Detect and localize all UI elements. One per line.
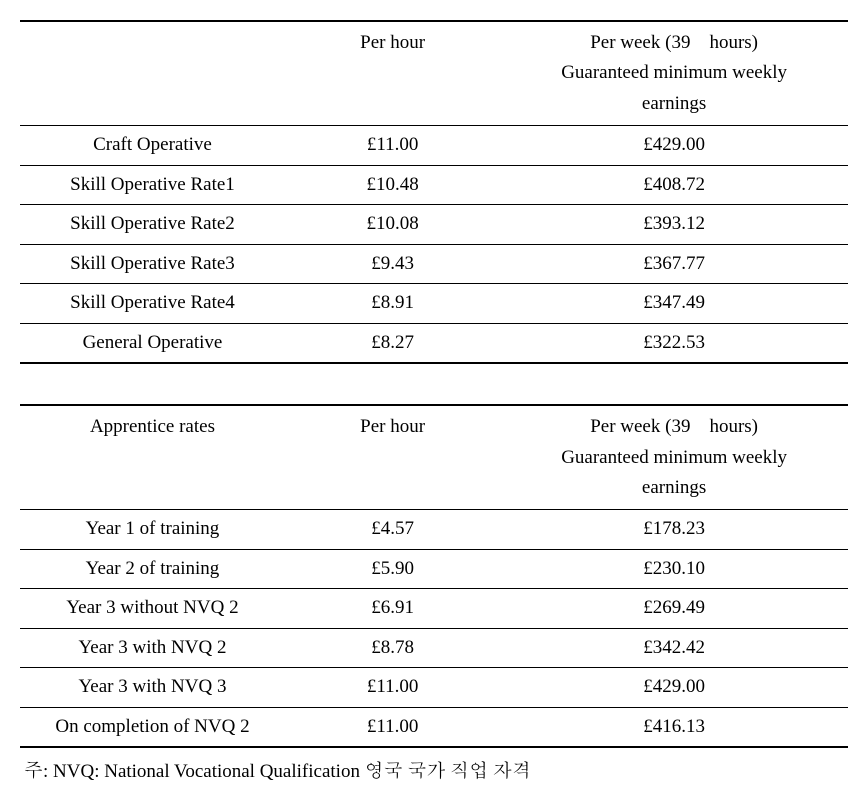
table2-body: Year 1 of training£4.57£178.23Year 2 of … [20, 510, 848, 748]
apprentice-rates-table: Apprentice rates Per hour Per week (39 h… [20, 404, 848, 748]
column-header-per-week: Per week (39 hours) Guaranteed minimum w… [500, 405, 848, 510]
row-label: Year 1 of training [20, 510, 285, 550]
header-line-3: earnings [508, 473, 840, 503]
table-row: Skill Operative Rate4£8.91£347.49 [20, 284, 848, 324]
row-label: Skill Operative Rate3 [20, 244, 285, 284]
per-week-cell: £393.12 [500, 205, 848, 245]
table1-body: Craft Operative£11.00£429.00Skill Operat… [20, 126, 848, 364]
per-week-cell: £178.23 [500, 510, 848, 550]
table-row: Year 3 with NVQ 3£11.00£429.00 [20, 668, 848, 708]
footnote: 주: NVQ: National Vocational Qualificatio… [20, 756, 848, 783]
per-week-cell: £416.13 [500, 707, 848, 747]
column-header-per-hour: Per hour [285, 21, 500, 126]
header-line-2: Guaranteed minimum weekly [508, 58, 840, 88]
table-row: Skill Operative Rate2£10.08£393.12 [20, 205, 848, 245]
column-header-apprentice: Apprentice rates [20, 405, 285, 510]
row-label: Skill Operative Rate1 [20, 165, 285, 205]
table-header-row: Apprentice rates Per hour Per week (39 h… [20, 405, 848, 510]
per-hour-cell: £11.00 [285, 707, 500, 747]
per-hour-cell: £10.08 [285, 205, 500, 245]
header-line-1: Per week (39 hours) [508, 28, 840, 58]
per-hour-cell: £10.48 [285, 165, 500, 205]
per-week-cell: £429.00 [500, 126, 848, 166]
row-label: Year 2 of training [20, 549, 285, 589]
per-week-cell: £322.53 [500, 323, 848, 363]
per-week-cell: £342.42 [500, 628, 848, 668]
per-hour-cell: £11.00 [285, 126, 500, 166]
row-label: Skill Operative Rate2 [20, 205, 285, 245]
table-row: Year 3 without NVQ 2£6.91£269.49 [20, 589, 848, 629]
per-hour-cell: £5.90 [285, 549, 500, 589]
operative-rates-table: Per hour Per week (39 hours) Guaranteed … [20, 20, 848, 364]
table-row: Craft Operative£11.00£429.00 [20, 126, 848, 166]
column-header-per-week: Per week (39 hours) Guaranteed minimum w… [500, 21, 848, 126]
header-line-1: Per week (39 hours) [508, 412, 840, 442]
per-hour-cell: £8.27 [285, 323, 500, 363]
row-label: Year 3 with NVQ 2 [20, 628, 285, 668]
per-week-cell: £347.49 [500, 284, 848, 324]
per-hour-cell: £11.00 [285, 668, 500, 708]
table-row: Year 1 of training£4.57£178.23 [20, 510, 848, 550]
per-hour-cell: £6.91 [285, 589, 500, 629]
per-week-cell: £429.00 [500, 668, 848, 708]
per-hour-cell: £8.91 [285, 284, 500, 324]
row-label: General Operative [20, 323, 285, 363]
header-line-2: Guaranteed minimum weekly [508, 443, 840, 473]
table-row: Skill Operative Rate1£10.48£408.72 [20, 165, 848, 205]
table-row: Skill Operative Rate3£9.43£367.77 [20, 244, 848, 284]
table-row: Year 2 of training£5.90£230.10 [20, 549, 848, 589]
row-label: Year 3 without NVQ 2 [20, 589, 285, 629]
per-week-cell: £269.49 [500, 589, 848, 629]
table-row: General Operative£8.27£322.53 [20, 323, 848, 363]
table-header-row: Per hour Per week (39 hours) Guaranteed … [20, 21, 848, 126]
table-row: On completion of NVQ 2£11.00£416.13 [20, 707, 848, 747]
column-header-per-hour: Per hour [285, 405, 500, 510]
per-week-cell: £367.77 [500, 244, 848, 284]
per-week-cell: £230.10 [500, 549, 848, 589]
header-line-3: earnings [508, 89, 840, 119]
table-row: Year 3 with NVQ 2£8.78£342.42 [20, 628, 848, 668]
row-label: On completion of NVQ 2 [20, 707, 285, 747]
row-label: Year 3 with NVQ 3 [20, 668, 285, 708]
per-hour-cell: £8.78 [285, 628, 500, 668]
per-week-cell: £408.72 [500, 165, 848, 205]
per-hour-cell: £4.57 [285, 510, 500, 550]
per-hour-cell: £9.43 [285, 244, 500, 284]
column-header-category [20, 21, 285, 126]
row-label: Craft Operative [20, 126, 285, 166]
row-label: Skill Operative Rate4 [20, 284, 285, 324]
